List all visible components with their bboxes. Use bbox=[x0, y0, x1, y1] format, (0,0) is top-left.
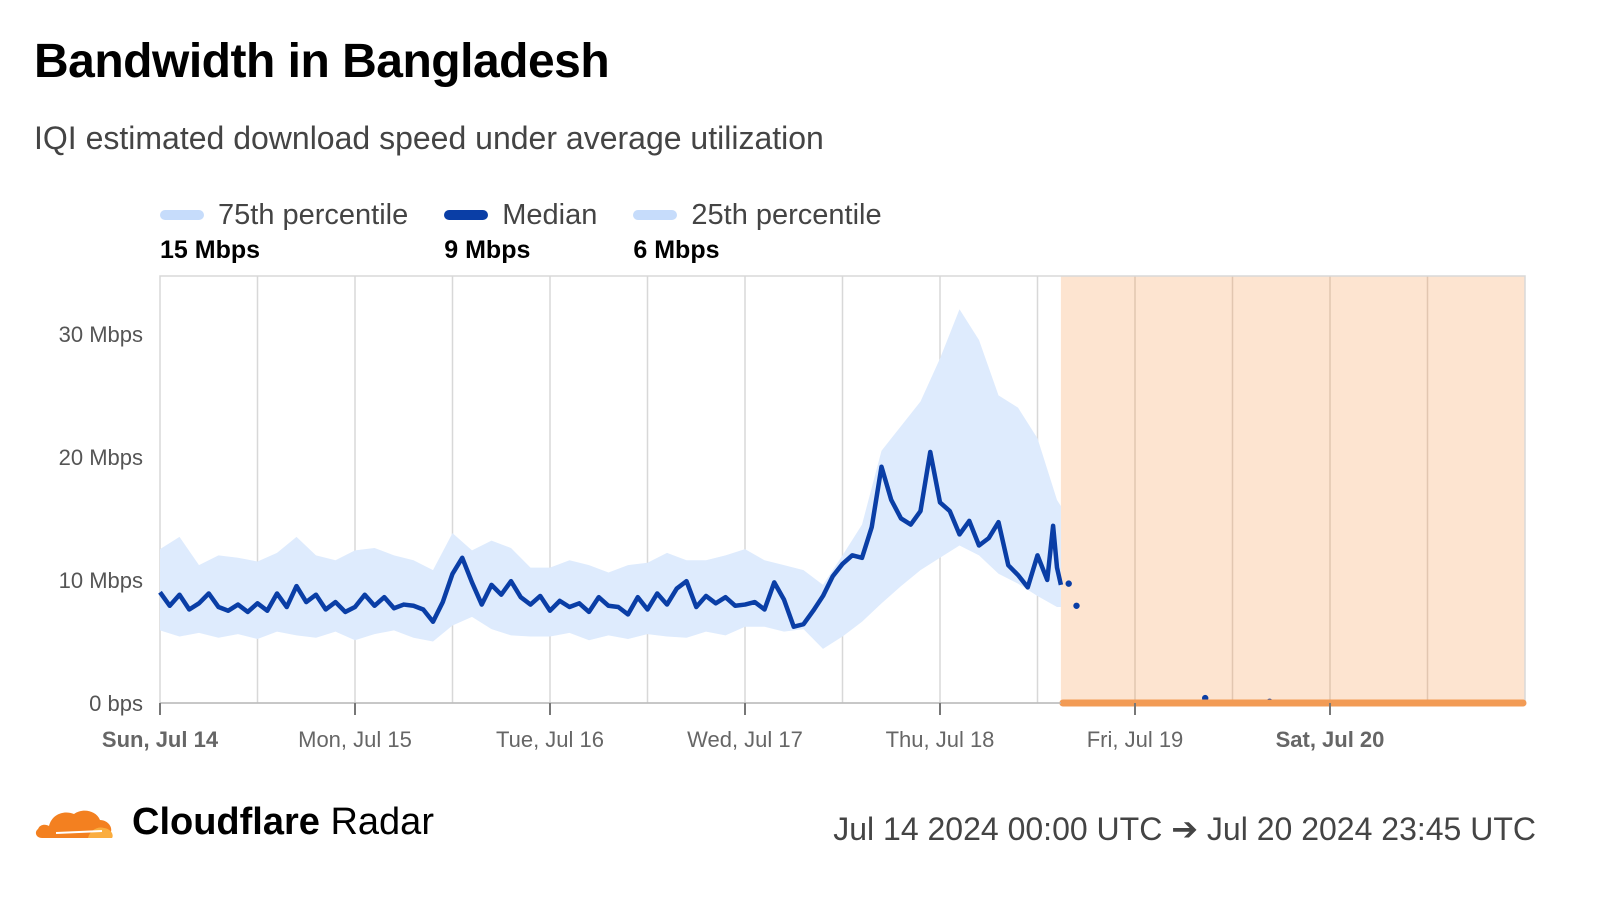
brand-name-regular: Radar bbox=[330, 800, 434, 843]
legend-label-median: Median bbox=[502, 198, 598, 231]
y-tick-label: 10 Mbps bbox=[59, 568, 143, 593]
legend-label-p25: 25th percentile bbox=[691, 198, 882, 231]
legend-value-p75: 15 Mbps bbox=[160, 236, 261, 264]
median-line bbox=[158, 449, 1064, 629]
legend-swatch-p75 bbox=[160, 210, 204, 220]
legend-label-p75: 75th percentile bbox=[218, 198, 409, 231]
x-tick-label: Mon, Jul 15 bbox=[298, 727, 412, 752]
legend-item-p25[interactable]: 25th percentile 6 Mbps bbox=[633, 196, 882, 265]
median-point bbox=[1073, 602, 1080, 609]
legend-item-median[interactable]: Median 9 Mbps bbox=[444, 196, 597, 265]
x-tick-label: Sat, Jul 20 bbox=[1276, 727, 1385, 752]
x-tick-label: Tue, Jul 16 bbox=[496, 727, 604, 752]
x-tick-label: Fri, Jul 19 bbox=[1087, 727, 1184, 752]
x-tick-label: Sun, Jul 14 bbox=[102, 727, 219, 752]
chart-legend: 75th percentile 15 Mbps Median 9 Mbps 25… bbox=[160, 196, 918, 265]
y-tick-label: 0 bps bbox=[89, 691, 143, 716]
x-tick-label: Wed, Jul 17 bbox=[687, 727, 803, 752]
cloudflare-cloud-icon bbox=[35, 810, 113, 838]
x-tick-label: Thu, Jul 18 bbox=[886, 727, 995, 752]
page-subtitle: IQI estimated download speed under avera… bbox=[34, 120, 824, 156]
date-range: Jul 14 2024 00:00 UTC ➔ Jul 20 2024 23:4… bbox=[833, 811, 1536, 847]
brand-name: Cloudflare Radar bbox=[132, 801, 434, 844]
page-title: Bandwidth in Bangladesh bbox=[34, 35, 610, 88]
cloudflare-radar-logo: Cloudflare Radar bbox=[32, 800, 434, 844]
outage-region bbox=[1060, 276, 1525, 703]
y-tick-label: 30 Mbps bbox=[59, 322, 143, 347]
legend-item-p75[interactable]: 75th percentile 15 Mbps bbox=[160, 196, 408, 265]
legend-value-median: 9 Mbps bbox=[444, 236, 531, 264]
legend-value-p25: 6 Mbps bbox=[633, 236, 720, 264]
bandwidth-chart[interactable]: Sun, Jul 14 Mon, Jul 15 Tue, Jul 16 Wed, Ju… bbox=[0, 0, 1600, 780]
legend-swatch-p25 bbox=[633, 210, 678, 220]
brand-name-bold: Cloudflare bbox=[132, 800, 320, 843]
percentile-band bbox=[160, 309, 1061, 649]
legend-swatch-median bbox=[444, 210, 489, 220]
median-point bbox=[1065, 580, 1072, 587]
y-tick-label: 20 Mbps bbox=[59, 445, 143, 470]
